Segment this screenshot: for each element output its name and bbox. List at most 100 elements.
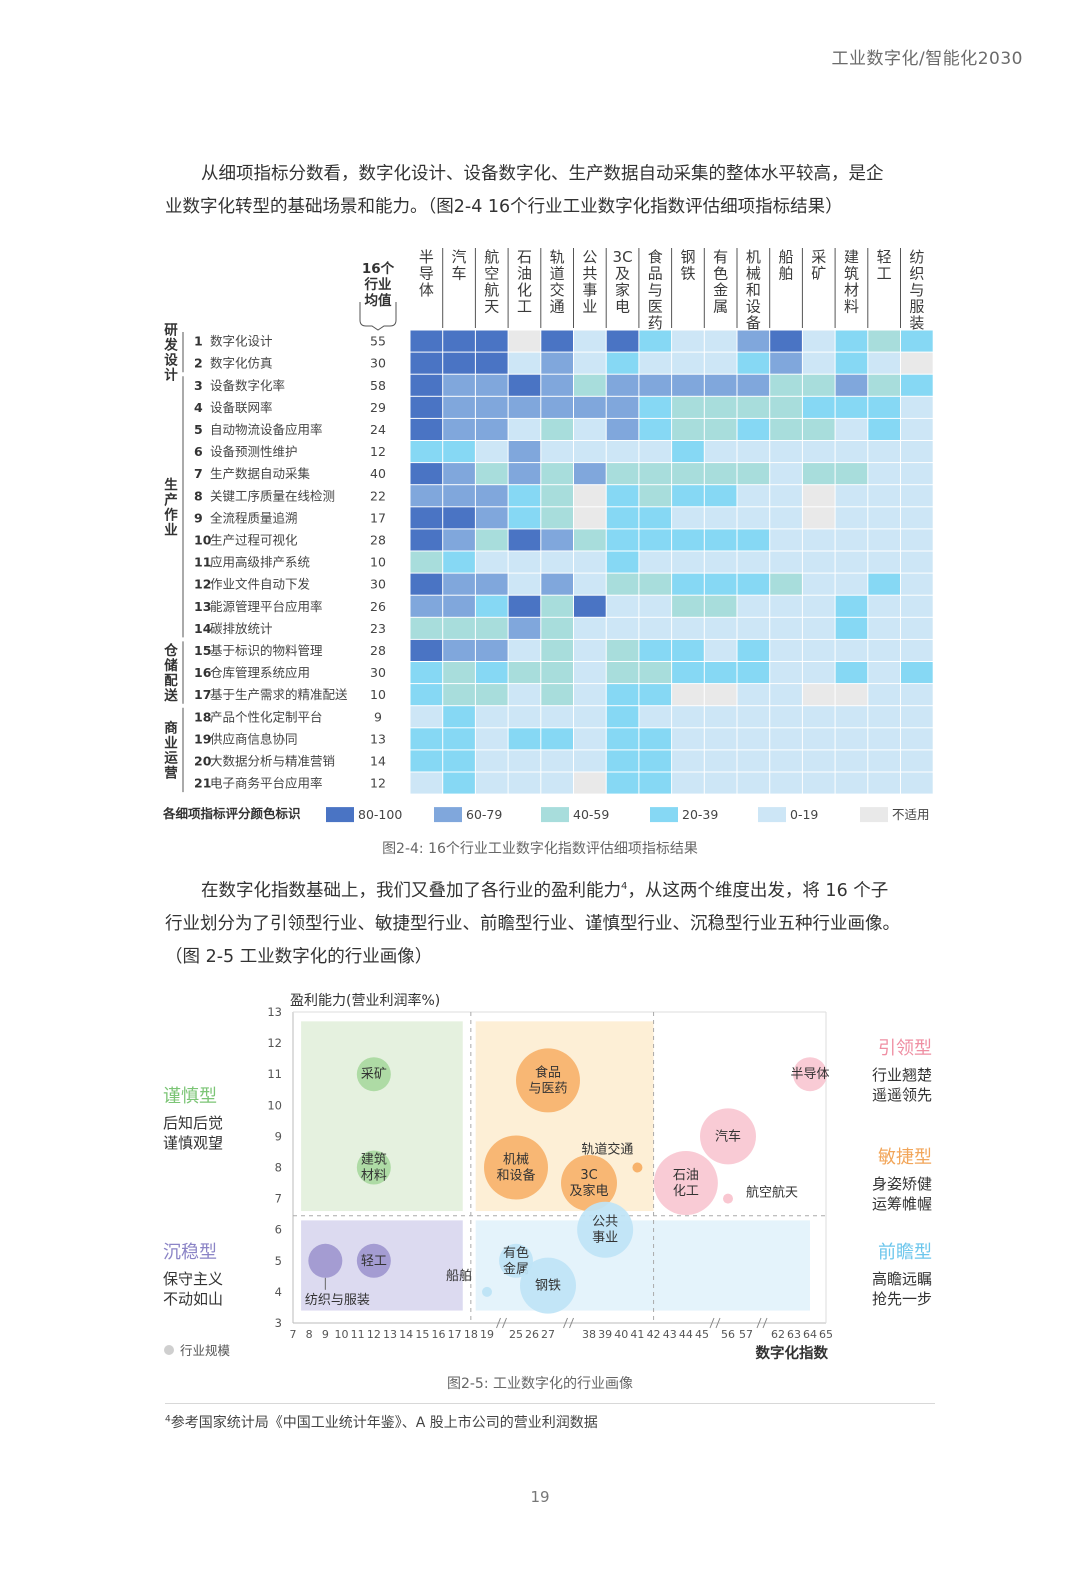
row-average: 17 xyxy=(370,510,386,525)
heatmap-cell xyxy=(770,441,802,463)
bubble xyxy=(577,1201,634,1258)
heatmap-cell xyxy=(606,396,639,418)
heatmap-cell xyxy=(802,728,835,750)
heatmap-cell xyxy=(410,396,443,418)
legend-label: 不适用 xyxy=(892,807,930,822)
heatmap-cell xyxy=(868,684,900,706)
heatmap-cell xyxy=(802,750,835,772)
heatmap-cell xyxy=(508,662,541,684)
type-description: 高瞻远瞩 xyxy=(872,1270,932,1288)
bubble xyxy=(356,1057,391,1092)
bubble-label: 石油化工 xyxy=(673,1168,699,1199)
heatmap-cell xyxy=(868,330,900,352)
legend-label: 20-39 xyxy=(682,807,718,822)
heatmap-cell xyxy=(835,418,868,440)
heatmap-cell xyxy=(704,463,737,485)
heatmap-cell xyxy=(475,463,508,485)
heatmap-cell xyxy=(672,352,704,374)
row-number: 17 xyxy=(194,687,211,702)
heatmap-cell xyxy=(835,396,868,418)
heatmap-cell xyxy=(868,639,900,661)
column-header: 机械和设备 xyxy=(746,248,761,332)
heatmap-cell xyxy=(737,772,770,794)
x-tick-label: 14 xyxy=(399,1328,413,1341)
type-description: 身姿矫健 xyxy=(872,1175,932,1193)
heatmap-cell xyxy=(541,617,573,639)
heatmap-caption: 图2-4: 16个行业工业数字化指数评估细项指标结果 xyxy=(382,841,698,857)
heatmap-cell xyxy=(802,573,835,595)
heatmap-cell xyxy=(574,750,606,772)
heatmap-cell xyxy=(541,396,573,418)
heatmap-cell xyxy=(672,418,704,440)
heatmap-cell xyxy=(802,507,835,529)
heatmap-cell xyxy=(508,485,541,507)
bubble-label: 半导体 xyxy=(790,1067,829,1082)
heatmap-cell xyxy=(901,352,933,374)
type-description: 后知后觉 xyxy=(163,1114,223,1132)
heatmap-cell xyxy=(443,485,475,507)
heatmap-cell xyxy=(704,374,737,396)
row-label: 产品个性化定制平台 xyxy=(210,709,323,724)
row-number: 5 xyxy=(194,422,203,437)
heatmap-cell xyxy=(508,684,541,706)
heatmap-cell xyxy=(443,396,475,418)
heatmap-cell xyxy=(770,374,802,396)
x-tick-label: 16 xyxy=(432,1328,446,1341)
heatmap-cell xyxy=(443,750,475,772)
heatmap-cell xyxy=(835,352,868,374)
heatmap-cell xyxy=(475,639,508,661)
row-number: 9 xyxy=(194,510,203,525)
x-tick-label: 57 xyxy=(739,1328,753,1341)
heatmap-cell xyxy=(443,352,475,374)
heatmap-cell xyxy=(410,728,443,750)
heatmap-cell xyxy=(770,750,802,772)
heatmap-cell xyxy=(639,529,672,551)
heatmap-cell xyxy=(835,617,868,639)
heatmap-cell xyxy=(868,418,900,440)
column-header: 采矿 xyxy=(811,248,826,283)
type-description: 行业翘楚 xyxy=(872,1066,932,1084)
axis-break xyxy=(756,1317,768,1329)
heatmap-cell xyxy=(541,374,573,396)
group-label: 生产作业 xyxy=(164,476,178,538)
row-number: 6 xyxy=(194,444,203,459)
row-average: 28 xyxy=(370,532,386,547)
heatmap-cell xyxy=(410,441,443,463)
heatmap-cell xyxy=(901,772,933,794)
heatmap-cell xyxy=(901,551,933,573)
row-number: 3 xyxy=(194,378,203,393)
heatmap-cell xyxy=(541,639,573,661)
y-tick-label: 10 xyxy=(267,1098,282,1112)
bubble xyxy=(516,1048,580,1113)
heatmap-cell xyxy=(574,706,606,728)
heatmap-cell xyxy=(901,396,933,418)
column-header: 3C 及家电 xyxy=(613,248,633,316)
row-label: 作业文件自动下发 xyxy=(210,577,311,592)
bubble xyxy=(499,1243,533,1278)
row-average: 40 xyxy=(370,466,386,481)
heatmap-cell xyxy=(835,573,868,595)
heatmap-cell xyxy=(737,485,770,507)
heatmap-cell xyxy=(901,573,933,595)
heatmap-cell xyxy=(574,573,606,595)
heatmap-cell xyxy=(606,706,639,728)
heatmap-cell xyxy=(770,706,802,728)
type-title: 沉稳型 xyxy=(163,1242,217,1263)
heatmap-cell xyxy=(606,374,639,396)
type-description: 谨慎观望 xyxy=(163,1134,223,1152)
heatmap-cell xyxy=(574,374,606,396)
heatmap-cell xyxy=(508,396,541,418)
heatmap-cell xyxy=(672,330,704,352)
heatmap-cell xyxy=(475,374,508,396)
heatmap-cell xyxy=(508,374,541,396)
heatmap-cell xyxy=(443,374,475,396)
heatmap-cell xyxy=(606,551,639,573)
heatmap-cell xyxy=(835,662,868,684)
heatmap-cell xyxy=(770,617,802,639)
heatmap-cell xyxy=(606,684,639,706)
heatmap-cell xyxy=(802,330,835,352)
heatmap-cell xyxy=(574,485,606,507)
heatmap-cell xyxy=(541,418,573,440)
heatmap-cell xyxy=(541,441,573,463)
heatmap-cell xyxy=(802,485,835,507)
